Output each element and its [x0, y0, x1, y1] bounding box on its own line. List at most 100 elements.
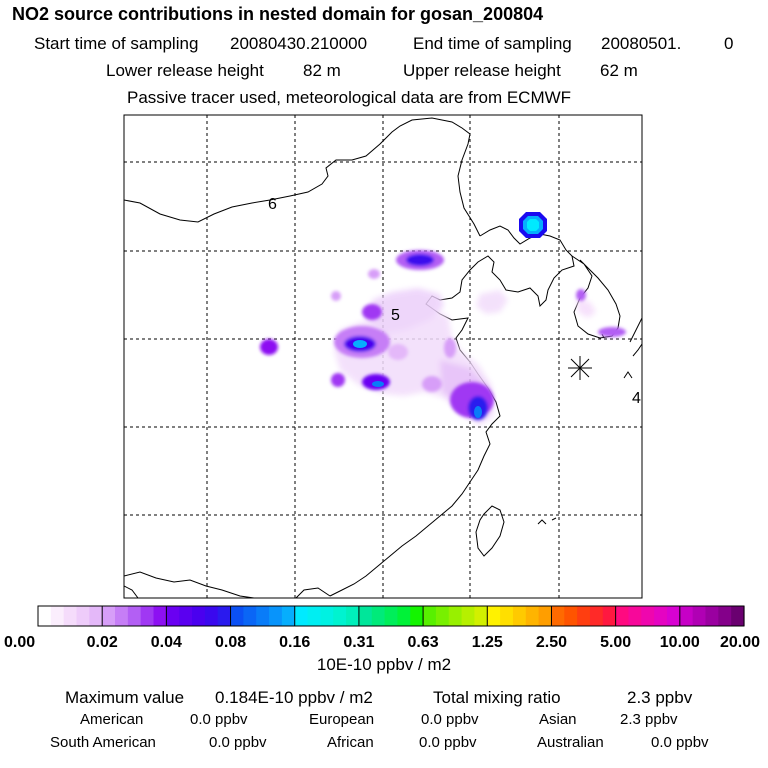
colorbar-swatch: [500, 606, 514, 626]
colorbar-swatch: [384, 606, 399, 626]
colorbar-swatch: [654, 606, 668, 626]
region-value-australian: 0.0 ppbv: [651, 734, 709, 751]
upper-height-value: 62 m: [600, 61, 638, 80]
region-value-american: 0.0 ppbv: [190, 711, 248, 728]
colorbar-swatch: [448, 606, 463, 626]
colorbar-tick-label: 0.31: [343, 634, 374, 651]
colorbar-swatch: [666, 606, 681, 626]
region-value-asian: 2.3 ppbv: [620, 711, 678, 728]
colorbar-swatch: [577, 606, 591, 626]
max-value-label: Maximum value: [65, 688, 185, 707]
colorbar-swatch: [243, 606, 257, 626]
map-frame: [123, 114, 643, 599]
end-time-label: End time of sampling: [413, 34, 572, 53]
colorbar: [37, 605, 745, 627]
colorbar-swatch: [166, 606, 180, 626]
lower-height-value: 82 m: [303, 61, 341, 80]
colorbar-tick-label: 0.00: [4, 634, 35, 651]
colorbar-swatch: [89, 606, 103, 626]
colorbar-swatch: [230, 606, 244, 626]
colorbar-tick-label: 0.63: [408, 634, 439, 651]
colorbar-swatch: [76, 606, 90, 626]
colorbar-swatch: [333, 606, 347, 626]
colorbar-swatch: [320, 606, 334, 626]
colorbar-swatch: [461, 606, 476, 626]
colorbar-swatch: [38, 606, 52, 626]
region-name-asian: Asian: [539, 711, 577, 728]
colorbar-ticks: 0.00 0.02 0.04 0.08 0.16 0.31 0.63 1.25 2.50 5.00…: [4, 606, 760, 651]
region-name-european: European: [309, 711, 375, 728]
colorbar-tick-label: 10.00: [660, 634, 700, 651]
concentration-plume: [260, 212, 626, 426]
colorbar-swatch: [358, 606, 373, 626]
colorbar-tick-label: 0.02: [87, 634, 118, 651]
total-mixing-label: Total mixing ratio: [433, 688, 561, 707]
colorbar-tick-label: 0.08: [215, 634, 246, 651]
region-name-american: American: [80, 711, 144, 728]
colorbar-swatch: [628, 606, 642, 626]
colorbar-swatch: [307, 606, 321, 626]
colorbar-swatch: [346, 606, 360, 626]
colorbar-swatch: [512, 606, 527, 626]
region-value-african: 0.0 ppbv: [419, 734, 477, 751]
colorbar-swatch: [435, 606, 450, 626]
region-name-african: African: [327, 734, 374, 751]
colorbar-swatch: [679, 606, 694, 626]
colorbar-swatch: [564, 606, 578, 626]
colorbar-swatch: [692, 606, 707, 626]
colorbar-swatch: [204, 606, 219, 626]
colorbar-tick-label: 2.50: [536, 634, 567, 651]
colorbar-swatch: [256, 606, 270, 626]
colorbar-swatch: [551, 606, 565, 626]
colorbar-swatch: [115, 606, 129, 626]
colorbar-swatch: [423, 606, 437, 626]
upper-height-label: Upper release height: [403, 61, 561, 80]
colorbar-tick-label: 0.04: [151, 634, 182, 651]
start-time-value: 20080430.210000: [230, 34, 368, 53]
colorbar-swatch: [615, 606, 630, 626]
end-time-suffix: 0: [724, 34, 734, 53]
total-mixing-value: 2.3 ppbv: [627, 688, 693, 707]
colorbar-swatch: [641, 606, 655, 626]
colorbar-swatch: [153, 606, 167, 626]
region-label-4: 4: [632, 390, 641, 407]
region-name-australian: Australian: [537, 734, 604, 751]
colorbar-tick-label: 0.16: [279, 634, 310, 651]
tracer-note: Passive tracer used, meteorological data…: [127, 88, 572, 107]
colorbar-swatch: [127, 606, 142, 626]
colorbar-tick-label: 5.00: [600, 634, 631, 651]
colorbar-swatch: [102, 606, 116, 626]
region-name-south-american: South American: [50, 734, 156, 751]
colorbar-tick-label: 1.25: [472, 634, 503, 651]
colorbar-swatch: [718, 606, 732, 626]
colorbar-swatch: [525, 606, 540, 626]
max-value: 0.184E-10 ppbv / m2: [215, 688, 373, 707]
colorbar-swatch: [705, 606, 719, 626]
region-label-6: 6: [268, 196, 277, 213]
colorbar-swatch: [294, 606, 309, 626]
colorbar-swatch: [731, 606, 745, 626]
colorbar-swatch: [371, 606, 386, 626]
colorbar-swatch: [538, 606, 553, 626]
start-time-label: Start time of sampling: [34, 34, 199, 53]
colorbar-swatch: [269, 606, 283, 626]
colorbar-swatch: [140, 606, 155, 626]
colorbar-swatch: [281, 606, 296, 626]
colorbar-swatch: [50, 606, 65, 626]
colorbar-swatch: [410, 606, 424, 626]
colorbar-swatch: [602, 606, 617, 626]
graticule: [124, 115, 642, 598]
colorbar-swatch: [474, 606, 488, 626]
lower-height-label: Lower release height: [106, 61, 264, 80]
end-time-value: 20080501.: [601, 34, 682, 53]
colorbar-swatch: [63, 606, 78, 626]
colorbar-tick-label: 20.00: [720, 634, 760, 651]
colorbar-swatch: [589, 606, 604, 626]
colorbar-swatch: [192, 606, 206, 626]
gosan-receptor-marker: [568, 356, 592, 380]
region-value-south-american: 0.0 ppbv: [209, 734, 267, 751]
colorbar-swatch: [217, 606, 232, 626]
colorbar-unit: 10E-10 ppbv / m2: [316, 655, 452, 674]
plot-title: NO2 source contributions in nested domai…: [12, 4, 544, 24]
